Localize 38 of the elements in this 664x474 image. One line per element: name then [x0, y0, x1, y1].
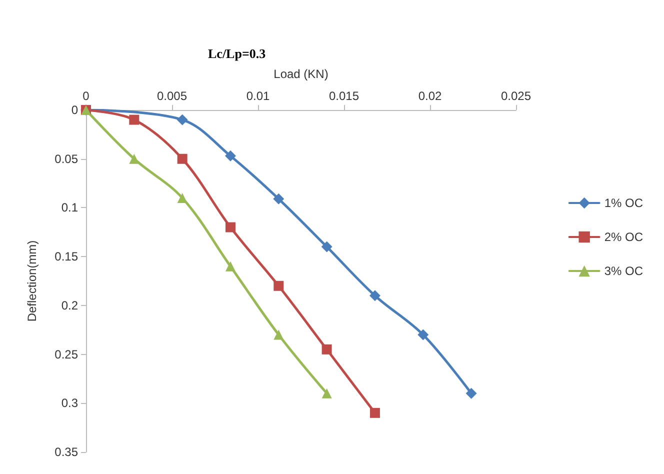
point [274, 280, 284, 291]
point [129, 114, 140, 125]
y-tick-label: 0.1 [61, 200, 78, 215]
point [224, 150, 236, 162]
point [321, 241, 332, 252]
point [177, 154, 188, 164]
y-tick-label: 0.3 [61, 396, 78, 410]
point [418, 329, 429, 340]
point [466, 388, 477, 399]
y-axis-title: Deflection(mm) [25, 240, 39, 322]
x-tick-label: 0.005 [156, 89, 188, 103]
y-tick-label: 0 [71, 103, 78, 117]
point [274, 330, 284, 340]
x-tick-label: 0.02 [418, 89, 442, 103]
x-axis-title: Load (KN) [274, 67, 328, 81]
point [129, 154, 140, 164]
x-tick-label: 0.01 [246, 89, 270, 103]
point [322, 388, 332, 398]
legend-label: 2% OC [604, 230, 644, 244]
point [369, 290, 380, 302]
x-tick-label: 0.025 [500, 89, 532, 103]
y-tick-label: 0.05 [54, 152, 78, 166]
y-tick-label: 0.25 [54, 347, 78, 362]
x-tick-label: 0 [82, 89, 90, 103]
y-tick-label: 0.2 [61, 298, 78, 312]
legend-label: 3% OC [604, 264, 644, 278]
point [225, 261, 236, 272]
point [370, 408, 380, 418]
legend-label: 1% OC [604, 196, 644, 210]
point [176, 114, 188, 126]
point [322, 344, 332, 354]
y-tick-label: 0.35 [54, 445, 78, 459]
point [225, 222, 236, 232]
point [177, 192, 188, 203]
x-tick-label: 0.015 [328, 89, 360, 103]
chart-title: Lc/Lp=0.3 [208, 46, 266, 61]
point [273, 193, 284, 204]
y-tick-label: 0.15 [54, 250, 78, 264]
